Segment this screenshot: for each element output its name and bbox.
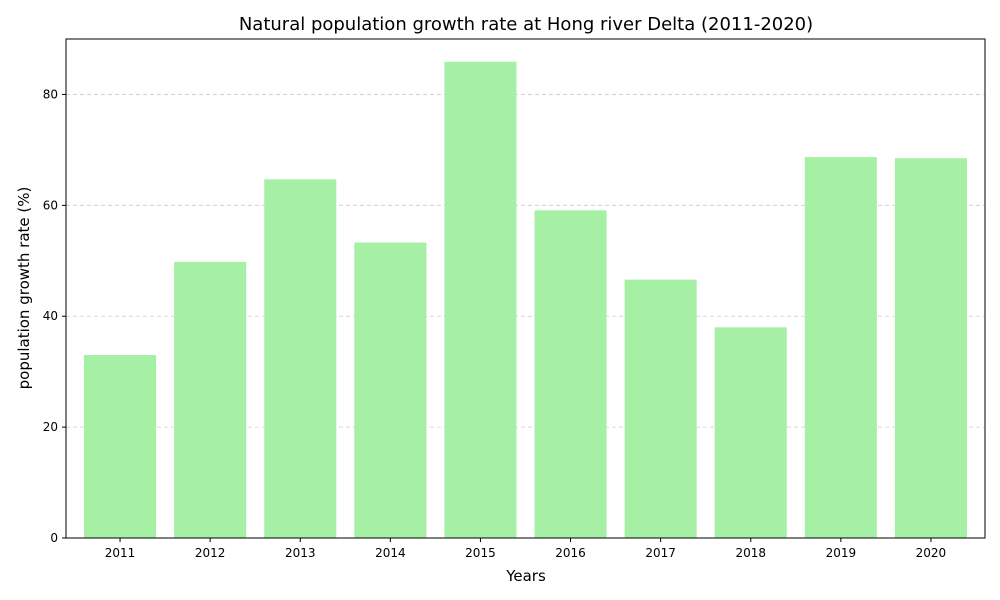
x-tick-label: 2018 <box>735 546 766 560</box>
bar-2014 <box>354 242 427 538</box>
x-tick-label: 2011 <box>105 546 136 560</box>
y-axis-label: population growth rate (%) <box>15 187 33 390</box>
y-tick-label: 20 <box>43 420 58 434</box>
bar-2011 <box>84 355 157 538</box>
bar-2018 <box>714 327 787 538</box>
x-tick-label: 2015 <box>465 546 496 560</box>
bar-2016 <box>534 210 607 538</box>
x-tick-label: 2014 <box>375 546 406 560</box>
y-tick-label: 0 <box>50 531 58 545</box>
x-tick-label: 2012 <box>195 546 226 560</box>
plot-frame <box>65 38 986 539</box>
x-axis-ticks: 2011 2012 2013 2014 2015 2016 2017 2018 2019 2020 <box>105 538 946 560</box>
x-tick-label: 2013 <box>285 546 316 560</box>
chart-title: Natural population growth rate at Hong r… <box>239 14 813 35</box>
bar-2013 <box>264 179 337 538</box>
y-tick-label: 40 <box>43 309 58 323</box>
x-axis-label: Years <box>505 567 546 585</box>
axes <box>65 38 986 539</box>
y-axis-ticks: 0 20 40 60 80 <box>43 87 66 545</box>
bar-2015 <box>444 61 517 538</box>
bar-2017 <box>624 279 697 538</box>
y-tick-label: 60 <box>43 198 58 212</box>
x-tick-label: 2019 <box>826 546 857 560</box>
x-tick-label: 2017 <box>645 546 676 560</box>
y-tick-label: 80 <box>43 87 58 101</box>
x-tick-label: 2016 <box>555 546 586 560</box>
bar-2012 <box>174 261 247 538</box>
bar-2020 <box>894 158 967 538</box>
x-tick-label: 2020 <box>916 546 947 560</box>
bar-2019 <box>804 157 877 538</box>
bars <box>84 61 967 538</box>
